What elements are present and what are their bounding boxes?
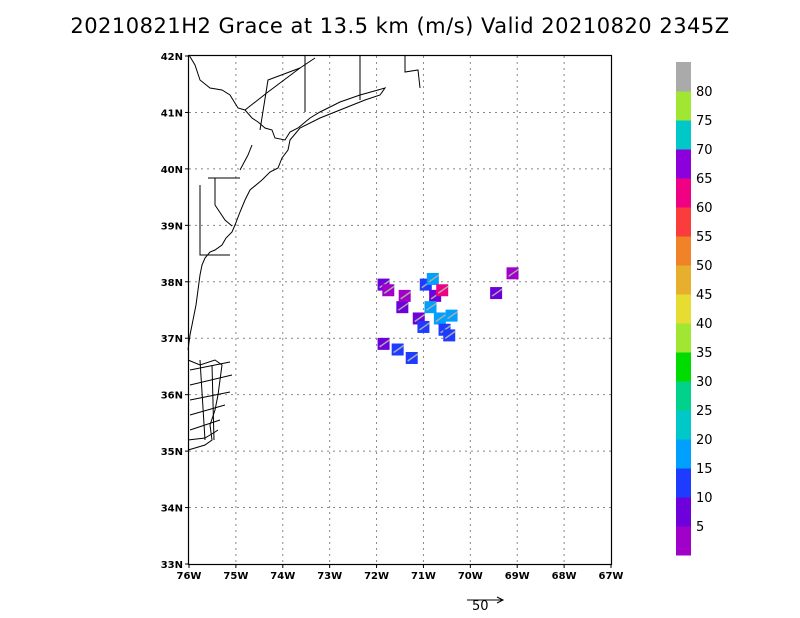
colorbar-label: 20 bbox=[696, 433, 713, 448]
lat-tick-label: 41N bbox=[161, 108, 183, 119]
wind-vector bbox=[419, 322, 430, 331]
wind-vector bbox=[379, 279, 391, 289]
colorbar-swatch bbox=[676, 265, 691, 295]
colorbar-swatch bbox=[676, 526, 691, 556]
lat-lon-grid bbox=[189, 56, 611, 564]
wind-speed-cells bbox=[377, 267, 519, 364]
wind-vector bbox=[393, 344, 405, 354]
colorbar-swatch bbox=[676, 62, 691, 92]
colorbar-swatch bbox=[676, 439, 691, 469]
lon-tick-label: 72W bbox=[364, 571, 389, 582]
wind-vector bbox=[508, 268, 519, 277]
colorbar-label: 55 bbox=[696, 230, 713, 245]
lon-tick-label: 67W bbox=[599, 571, 624, 582]
lat-tick-label: 42N bbox=[161, 52, 183, 63]
lon-tick-label: 74W bbox=[270, 571, 295, 582]
wind-vector bbox=[447, 311, 459, 320]
colorbar-swatch bbox=[676, 323, 691, 353]
lon-tick-label: 76W bbox=[177, 571, 202, 582]
lon-tick-label: 70W bbox=[458, 571, 483, 582]
colorbar-label: 60 bbox=[696, 201, 713, 216]
plot-title: 20210821H2 Grace at 13.5 km (m/s) Valid … bbox=[70, 14, 730, 38]
lat-tick-label: 38N bbox=[161, 278, 183, 289]
lon-tick-label: 75W bbox=[223, 571, 248, 582]
lon-tick-label: 69W bbox=[505, 571, 530, 582]
wind-vector bbox=[437, 285, 449, 294]
colorbar-label: 70 bbox=[696, 143, 713, 158]
colorbar-label: 40 bbox=[696, 317, 713, 332]
colorbar-swatch bbox=[676, 91, 691, 121]
colorbar-label: 80 bbox=[696, 85, 713, 100]
lat-tick-label: 40N bbox=[161, 165, 183, 176]
lat-tick-label: 39N bbox=[161, 221, 183, 232]
lat-tick-label: 37N bbox=[161, 334, 183, 345]
wind-vector bbox=[428, 274, 440, 283]
colorbar: 5 10 15 20 25 30 35 40 45 50 55 60 65 70 75 80 bbox=[676, 62, 713, 556]
wind-vector bbox=[444, 330, 456, 340]
colorbar-swatch bbox=[676, 207, 691, 237]
colorbar-swatch bbox=[676, 352, 691, 382]
colorbar-label: 10 bbox=[696, 491, 713, 506]
wind-vector bbox=[435, 313, 447, 323]
colorbar-swatch bbox=[676, 294, 691, 324]
colorbar-label: 25 bbox=[696, 404, 713, 419]
colorbar-swatch bbox=[676, 178, 691, 208]
colorbar-label: 30 bbox=[696, 375, 713, 390]
lon-tick-label: 71W bbox=[411, 571, 436, 582]
colorbar-swatch bbox=[676, 236, 691, 266]
lon-tick-label: 68W bbox=[552, 571, 577, 582]
colorbar-swatch bbox=[676, 149, 691, 179]
lon-tick-label: 73W bbox=[317, 571, 342, 582]
coastline bbox=[187, 54, 421, 451]
colorbar-label: 65 bbox=[696, 172, 713, 187]
colorbar-label: 5 bbox=[696, 520, 704, 535]
wind-vector bbox=[400, 291, 412, 300]
wind-vector bbox=[440, 325, 451, 334]
lat-axis: 33N 34N 35N 36N 37N 38N 39N 40N 41N 42N bbox=[161, 52, 189, 571]
wind-vector bbox=[426, 302, 437, 311]
reference-vector-arrow bbox=[467, 596, 505, 604]
colorbar-swatch bbox=[676, 120, 691, 150]
lat-tick-label: 34N bbox=[161, 504, 183, 515]
wind-vector bbox=[383, 285, 395, 294]
wind-vector bbox=[407, 353, 419, 362]
lat-tick-label: 33N bbox=[161, 560, 183, 571]
colorbar-label: 50 bbox=[696, 259, 713, 274]
colorbar-swatch bbox=[676, 468, 691, 498]
colorbar-label: 15 bbox=[696, 462, 713, 477]
colorbar-label: 35 bbox=[696, 346, 713, 361]
colorbar-swatch bbox=[676, 381, 691, 411]
lon-axis: 76W 75W 74W 73W 72W 71W 70W 69W 68W 67W bbox=[177, 564, 624, 582]
colorbar-label: 75 bbox=[696, 114, 713, 129]
colorbar-label: 45 bbox=[696, 288, 713, 303]
wind-vector bbox=[414, 313, 426, 323]
wind-vector bbox=[397, 302, 409, 311]
reference-vector-label: 50 bbox=[472, 599, 489, 614]
lat-tick-label: 35N bbox=[161, 447, 183, 458]
lat-tick-label: 36N bbox=[161, 391, 183, 402]
colorbar-swatch bbox=[676, 497, 691, 527]
wind-vector bbox=[491, 288, 503, 297]
plot-frame bbox=[187, 54, 613, 566]
colorbar-swatch bbox=[676, 410, 691, 440]
wind-vector bbox=[379, 339, 391, 348]
